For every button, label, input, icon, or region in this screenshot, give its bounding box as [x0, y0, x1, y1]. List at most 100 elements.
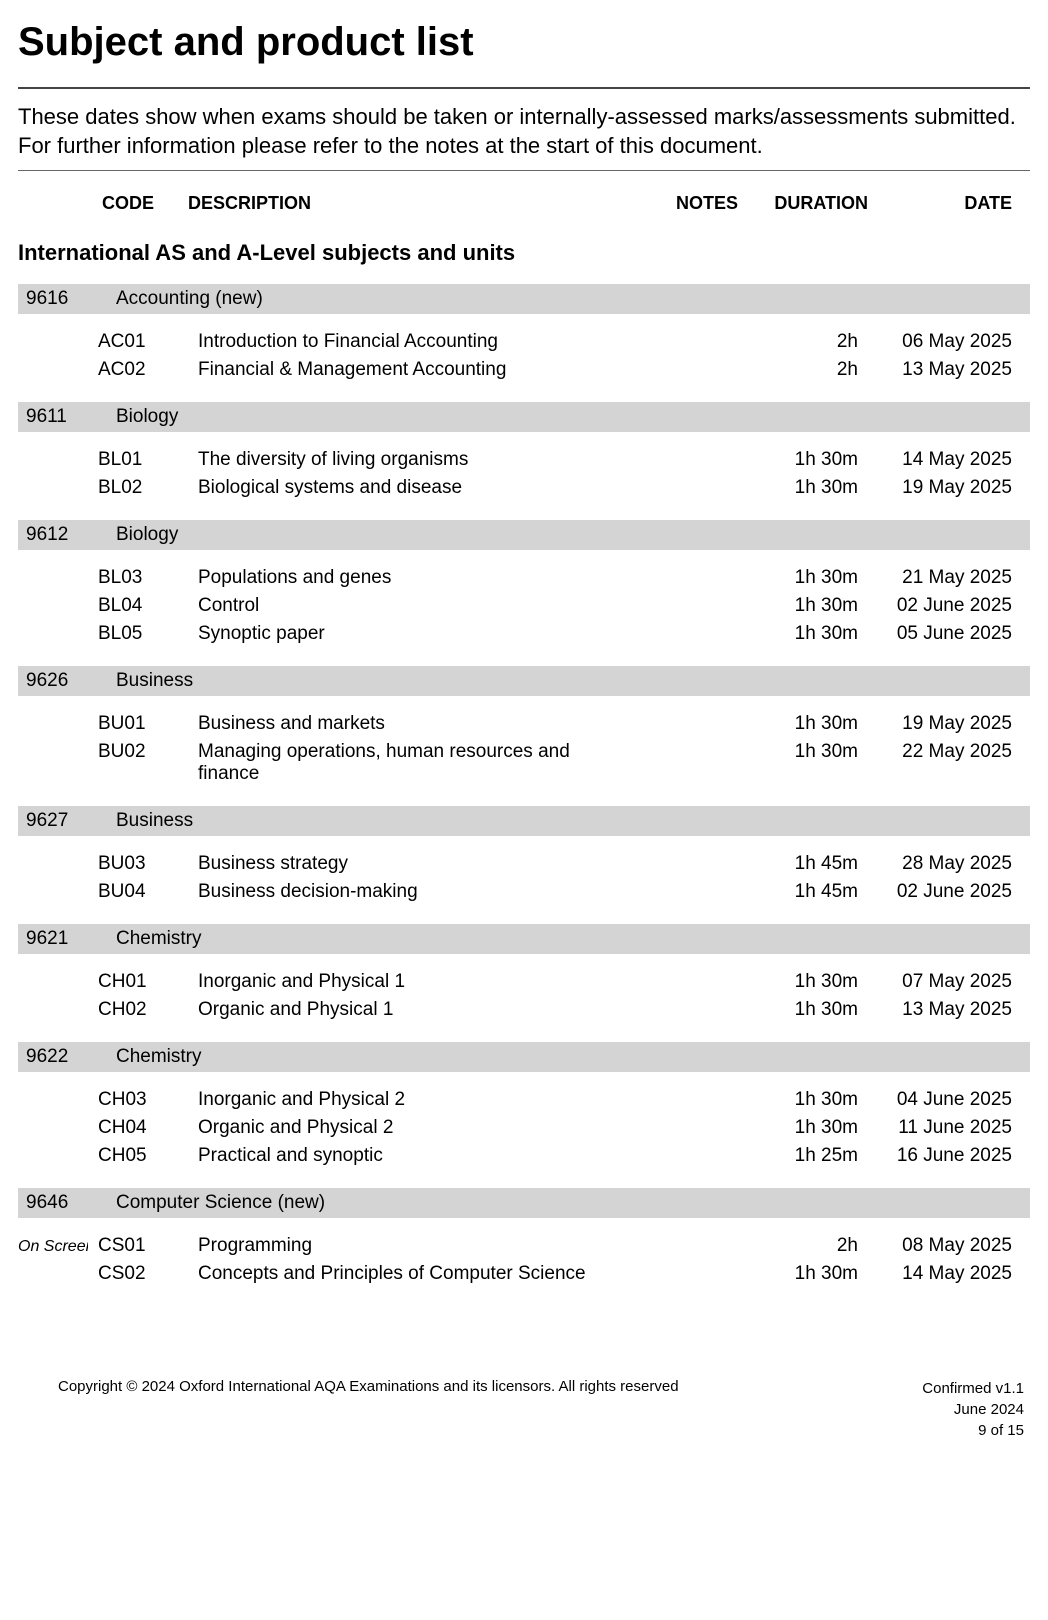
unit-row: On ScreenCS01Programming2h08 May 2025	[18, 1232, 1030, 1260]
unit-description: Practical and synoptic	[198, 1145, 628, 1167]
footer-date: June 2024	[922, 1399, 1024, 1420]
unit-date: 16 June 2025	[868, 1145, 1018, 1167]
subject-block: 9622ChemistryCH03Inorganic and Physical …	[18, 1042, 1030, 1170]
unit-date: 19 May 2025	[868, 713, 1018, 735]
unit-date: 14 May 2025	[868, 449, 1018, 471]
subject-code: 9622	[26, 1046, 116, 1068]
unit-date: 22 May 2025	[868, 741, 1018, 763]
unit-code: CS01	[98, 1235, 188, 1257]
subject-block: 9627BusinessBU03Business strategy1h 45m2…	[18, 806, 1030, 906]
unit-row: CH05 Practical and synoptic 1h 25m 16 June …	[18, 1142, 1030, 1170]
subject-block: 9611Biology BL01The diversity of living o…	[18, 402, 1030, 502]
unit-description: Business decision-making	[198, 881, 628, 903]
page-footer: Copyright © 2024 Oxford International AQ…	[18, 1378, 1030, 1441]
unit-code: BL04	[98, 595, 188, 617]
unit-description: Synoptic paper	[198, 623, 628, 645]
unit-row: CH04Organic and Physical 21h 30m11 June …	[18, 1114, 1030, 1142]
unit-code: CH02	[98, 999, 188, 1021]
unit-date: 08 May 2025	[868, 1235, 1018, 1257]
col-code: CODE	[98, 193, 178, 214]
unit-duration: 2h	[738, 359, 858, 381]
footer-page: 9 of 15	[922, 1420, 1024, 1441]
subject-code: 9626	[26, 670, 116, 692]
unit-duration: 1h 30m	[738, 449, 858, 471]
subject-bar: 9621Chemistry	[18, 924, 1030, 954]
unit-description: Populations and genes	[198, 567, 628, 589]
unit-duration: 1h 45m	[738, 881, 858, 903]
unit-row: CH03Inorganic and Physical 21h 30m04 Jun…	[18, 1086, 1030, 1114]
unit-duration: 1h 30m	[738, 1089, 858, 1111]
unit-row: BU01Business and markets1h 30m19 May 202…	[18, 710, 1030, 738]
subject-block: 9646Computer Science (new)On ScreenCS01P…	[18, 1188, 1030, 1288]
subject-name: Chemistry	[116, 1046, 1022, 1068]
unit-date: 02 June 2025	[868, 881, 1018, 903]
subject-bar: 9612Biology	[18, 520, 1030, 550]
unit-description: Biological systems and disease	[198, 477, 628, 499]
unit-duration: 1h 30m	[738, 999, 858, 1021]
unit-row: CH02Organic and Physical 11h 30m13 May 2…	[18, 996, 1030, 1024]
unit-duration: 1h 25m	[738, 1145, 858, 1167]
unit-row: CH01Inorganic and Physical 11h 30m07 May…	[18, 968, 1030, 996]
subject-bar: 9622Chemistry	[18, 1042, 1030, 1072]
col-date: DATE	[878, 193, 1018, 214]
unit-code: BU03	[98, 853, 188, 875]
subjects-container: 9616Accounting (new)AC01Introduction to …	[18, 284, 1030, 1288]
unit-code: CH04	[98, 1117, 188, 1139]
unit-code: CH01	[98, 971, 188, 993]
unit-code: BL05	[98, 623, 188, 645]
subject-name: Computer Science (new)	[116, 1192, 1022, 1214]
unit-date: 13 May 2025	[868, 359, 1018, 381]
column-headers: CODE DESCRIPTION NOTES DURATION DATE	[18, 187, 1030, 232]
unit-description: Financial & Management Accounting	[198, 359, 628, 381]
unit-code: AC02	[98, 359, 188, 381]
unit-description: Business and markets	[198, 713, 628, 735]
unit-list: BU03Business strategy1h 45m28 May 2025BU…	[18, 850, 1030, 906]
unit-description: Inorganic and Physical 2	[198, 1089, 628, 1111]
unit-date: 11 June 2025	[868, 1117, 1018, 1139]
unit-code: AC01	[98, 331, 188, 353]
unit-row: BL04Control1h 30m02 June 2025	[18, 592, 1030, 620]
subject-bar: 9646Computer Science (new)	[18, 1188, 1030, 1218]
subject-block: 9626BusinessBU01Business and markets1h 3…	[18, 666, 1030, 788]
col-description: DESCRIPTION	[188, 193, 608, 214]
unit-description: The diversity of living organisms	[198, 449, 628, 471]
unit-description: Inorganic and Physical 1	[198, 971, 628, 993]
unit-duration: 1h 30m	[738, 623, 858, 645]
unit-list: CH03Inorganic and Physical 21h 30m04 Jun…	[18, 1086, 1030, 1170]
unit-list: AC01Introduction to Financial Accounting…	[18, 328, 1030, 384]
unit-date: 21 May 2025	[868, 567, 1018, 589]
unit-list: On ScreenCS01Programming2h08 May 2025CS0…	[18, 1232, 1030, 1288]
unit-description: Organic and Physical 1	[198, 999, 628, 1021]
unit-duration: 1h 30m	[738, 971, 858, 993]
subject-block: 9612BiologyBL03Populations and genes1h 3…	[18, 520, 1030, 648]
subject-name: Biology	[116, 406, 1022, 428]
subject-code: 9612	[26, 524, 116, 546]
unit-duration: 1h 30m	[738, 567, 858, 589]
unit-date: 04 June 2025	[868, 1089, 1018, 1111]
unit-row: CS02Concepts and Principles of Computer …	[18, 1260, 1030, 1288]
unit-row: AC02 Financial & Management Accounting 2h 1…	[18, 356, 1030, 384]
unit-duration: 1h 30m	[738, 477, 858, 499]
unit-date: 02 June 2025	[868, 595, 1018, 617]
footer-copyright: Copyright © 2024 Oxford International AQ…	[18, 1378, 679, 1395]
unit-code: CH05	[98, 1145, 188, 1167]
footer-version: Confirmed v1.1	[922, 1378, 1024, 1399]
unit-list: BL01The diversity of living organisms1h …	[18, 446, 1030, 502]
subject-name: Chemistry	[116, 928, 1022, 950]
unit-code: BL02	[98, 477, 188, 499]
subject-name: Business	[116, 810, 1022, 832]
unit-row: AC01Introduction to Financial Accounting…	[18, 328, 1030, 356]
unit-date: 14 May 2025	[868, 1263, 1018, 1285]
unit-row: BL05 Synoptic paper 1h 30m 05 June 2025	[18, 620, 1030, 648]
subject-bar: 9611Biology	[18, 402, 1030, 432]
unit-date: 05 June 2025	[868, 623, 1018, 645]
unit-description: Programming	[198, 1235, 628, 1257]
unit-code: BU01	[98, 713, 188, 735]
col-duration: DURATION	[748, 193, 868, 214]
unit-date: 19 May 2025	[868, 477, 1018, 499]
unit-duration: 1h 30m	[738, 741, 858, 763]
unit-row: BL01The diversity of living organisms1h …	[18, 446, 1030, 474]
unit-duration: 1h 45m	[738, 853, 858, 875]
unit-code: BU04	[98, 881, 188, 903]
unit-duration: 2h	[738, 1235, 858, 1257]
